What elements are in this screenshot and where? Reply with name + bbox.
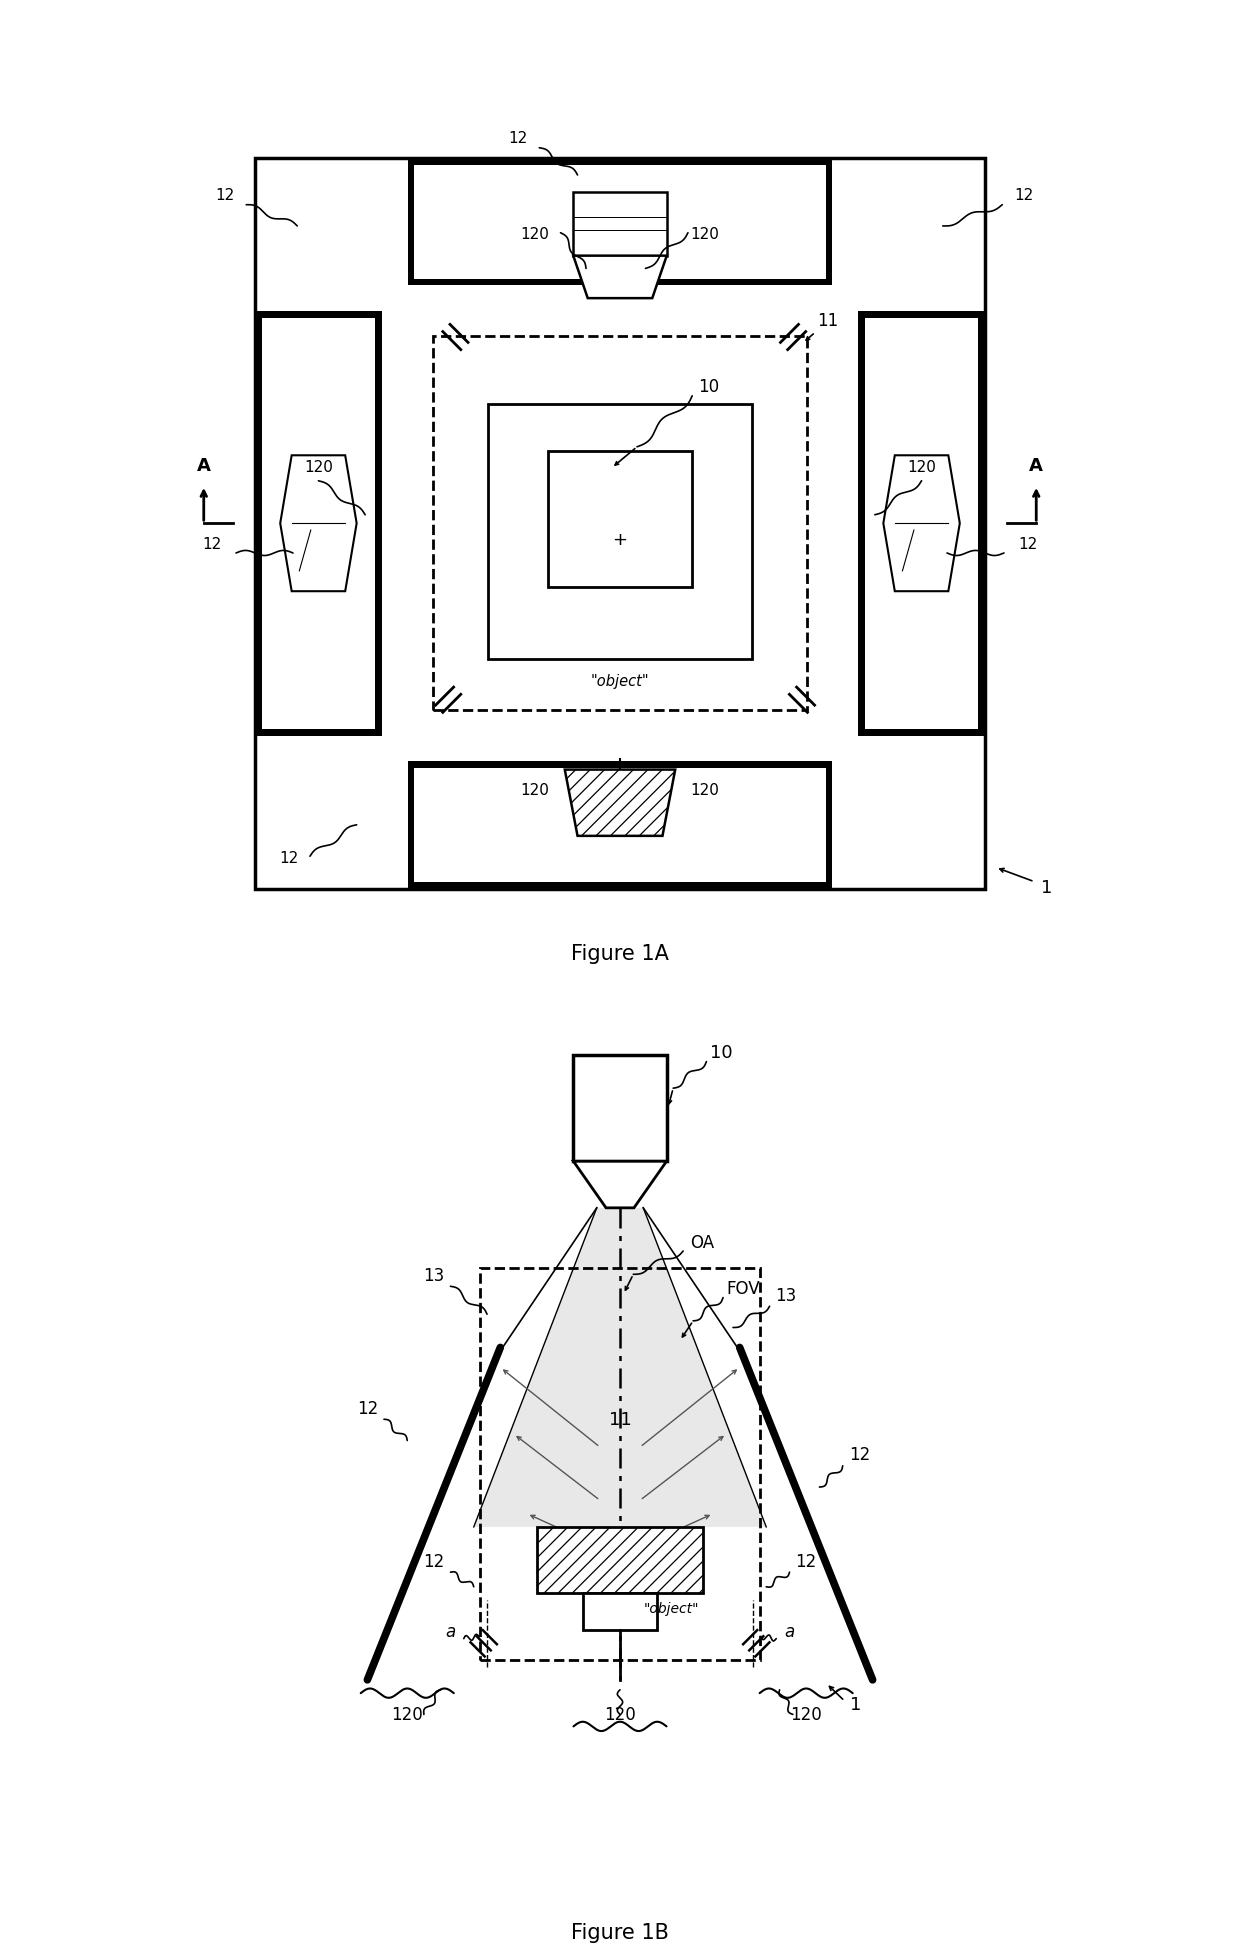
Polygon shape <box>858 310 986 736</box>
Text: 120: 120 <box>691 783 719 798</box>
Text: "object": "object" <box>590 675 650 689</box>
Text: a: a <box>445 1622 455 1640</box>
Text: 12: 12 <box>357 1400 378 1417</box>
Text: 120: 120 <box>392 1706 423 1724</box>
Text: 12: 12 <box>848 1446 870 1464</box>
Text: 120: 120 <box>521 783 549 798</box>
Polygon shape <box>573 1161 667 1208</box>
Text: 12: 12 <box>796 1554 817 1571</box>
Bar <box>414 767 826 882</box>
Polygon shape <box>564 769 676 835</box>
Polygon shape <box>254 310 382 736</box>
Text: a: a <box>785 1622 795 1640</box>
Text: +: + <box>613 531 627 549</box>
Text: 10: 10 <box>709 1044 733 1062</box>
Bar <box>433 336 807 711</box>
Text: 12: 12 <box>508 131 528 146</box>
Text: A: A <box>1029 457 1043 474</box>
Polygon shape <box>474 1208 766 1526</box>
Text: 120: 120 <box>790 1706 822 1724</box>
Bar <box>414 164 826 279</box>
Text: Figure 1B: Figure 1B <box>572 1923 668 1942</box>
Polygon shape <box>280 455 357 591</box>
Text: 1: 1 <box>851 1696 862 1714</box>
Bar <box>584 1593 656 1630</box>
Text: 12: 12 <box>202 537 222 552</box>
Text: OA: OA <box>689 1234 714 1251</box>
Bar <box>864 318 978 728</box>
Text: Figure 1A: Figure 1A <box>572 943 668 964</box>
Bar <box>262 318 376 728</box>
Text: "object": "object" <box>644 1603 699 1616</box>
Text: 120: 120 <box>908 461 936 474</box>
Text: 12: 12 <box>279 851 299 867</box>
Text: FOV: FOV <box>727 1281 760 1298</box>
Bar <box>573 191 667 256</box>
Text: 13: 13 <box>775 1286 797 1304</box>
Text: 120: 120 <box>521 226 549 242</box>
Text: 13: 13 <box>423 1267 444 1284</box>
Text: 1: 1 <box>1040 878 1052 896</box>
Bar <box>480 1267 760 1659</box>
Text: 120: 120 <box>604 1706 636 1724</box>
Text: 12: 12 <box>1018 537 1038 552</box>
Text: 11: 11 <box>609 1411 631 1429</box>
Text: 10: 10 <box>698 377 719 396</box>
Bar <box>548 451 692 588</box>
Bar <box>489 404 751 660</box>
Text: 12: 12 <box>216 189 234 203</box>
Polygon shape <box>883 455 960 591</box>
Text: 12: 12 <box>423 1554 444 1571</box>
Text: A: A <box>197 457 211 474</box>
Polygon shape <box>573 256 667 299</box>
Polygon shape <box>537 1526 703 1593</box>
Text: 120: 120 <box>304 461 332 474</box>
Text: 120: 120 <box>691 226 719 242</box>
Polygon shape <box>408 158 832 285</box>
Polygon shape <box>408 761 832 888</box>
Bar <box>573 1054 667 1161</box>
Text: 12: 12 <box>1014 189 1033 203</box>
Bar <box>254 158 986 888</box>
Text: 11: 11 <box>817 312 838 330</box>
